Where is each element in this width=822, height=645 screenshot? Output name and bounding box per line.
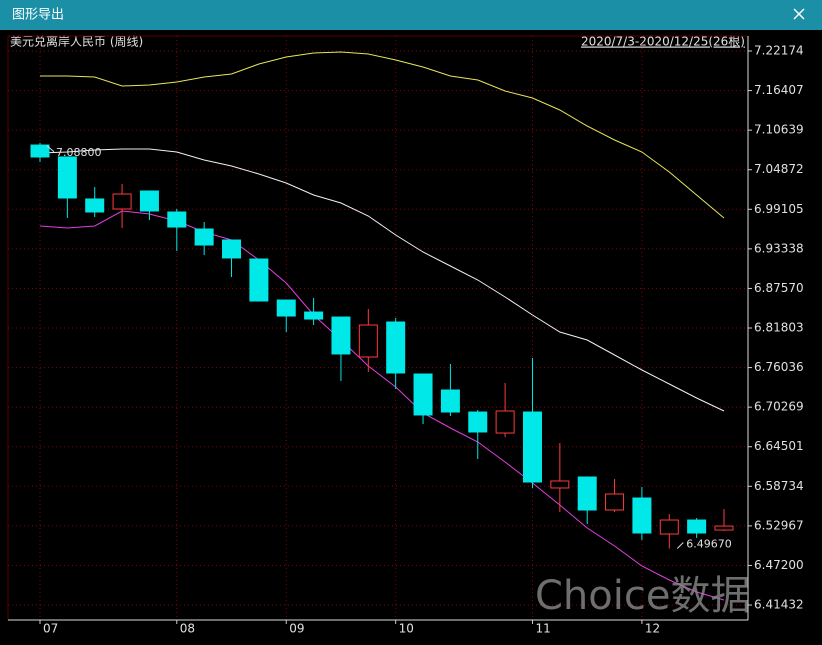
y-tick-label: 6.52967 — [754, 518, 804, 532]
candle-body — [440, 389, 460, 413]
candle-body — [386, 321, 406, 374]
ma-line — [39, 210, 725, 601]
y-tick-label: 6.93338 — [754, 241, 804, 255]
annotation-arrow — [46, 145, 55, 153]
candle-body — [194, 228, 214, 246]
candle-body — [222, 239, 242, 259]
candle-body — [30, 144, 50, 158]
x-tick-label: 09 — [289, 622, 304, 636]
y-tick-label: 6.70269 — [754, 400, 804, 414]
window-title: 图形导出 — [12, 8, 64, 23]
y-tick-label: 7.16407 — [754, 83, 804, 97]
candle-body — [276, 299, 296, 317]
annotation-label: 7.08800 — [56, 146, 102, 159]
date-range[interactable]: 2020/7/3-2020/12/25(26根) — [581, 35, 745, 49]
candle-body — [249, 258, 269, 302]
candle-body — [468, 411, 488, 433]
candle-body — [112, 193, 132, 210]
candle-body — [413, 373, 433, 416]
title-bar — [0, 0, 822, 30]
y-tick-label: 7.22174 — [754, 43, 804, 57]
close-button[interactable] — [793, 8, 805, 20]
candle-body — [139, 190, 159, 212]
candle-body — [331, 316, 351, 355]
y-tick-label: 7.04872 — [754, 162, 804, 176]
y-tick-label: 6.99105 — [754, 202, 804, 216]
candle-body — [358, 324, 378, 358]
x-tick-label: 08 — [180, 622, 195, 636]
ma-line — [40, 51, 725, 219]
ma-line — [39, 148, 725, 412]
y-tick-label: 6.64501 — [754, 439, 804, 453]
x-tick-label: 07 — [43, 622, 58, 636]
candle-body — [85, 198, 105, 213]
y-tick-label: 7.10639 — [754, 123, 804, 137]
y-tick-label: 6.58734 — [754, 479, 804, 493]
x-tick-label: 11 — [535, 622, 550, 636]
candle-body — [522, 411, 542, 483]
candle-body — [632, 497, 652, 534]
y-tick-label: 6.76036 — [754, 360, 804, 374]
y-tick-label: 6.41432 — [754, 598, 804, 612]
candle-body — [550, 480, 570, 489]
watermark: Choice数据 — [535, 573, 750, 619]
y-tick-label: 6.47200 — [754, 558, 804, 572]
candle-body — [714, 525, 734, 531]
chart-title: 美元兑离岸人民币 (周线) — [10, 34, 143, 49]
candle-body — [304, 311, 324, 320]
annotation-label: 6.49670 — [686, 538, 732, 551]
x-tick-label: 12 — [645, 622, 660, 636]
candle-body — [687, 519, 707, 534]
candle-body — [167, 211, 187, 228]
y-tick-label: 6.81803 — [754, 321, 804, 335]
candle-body — [577, 476, 597, 511]
candle-body — [659, 519, 679, 535]
annotation-arrow — [676, 542, 684, 549]
candle-body — [605, 493, 625, 511]
candle-body — [57, 156, 77, 199]
candle-body — [495, 410, 515, 434]
x-tick-label: 10 — [399, 622, 414, 636]
y-tick-label: 6.87570 — [754, 281, 804, 295]
